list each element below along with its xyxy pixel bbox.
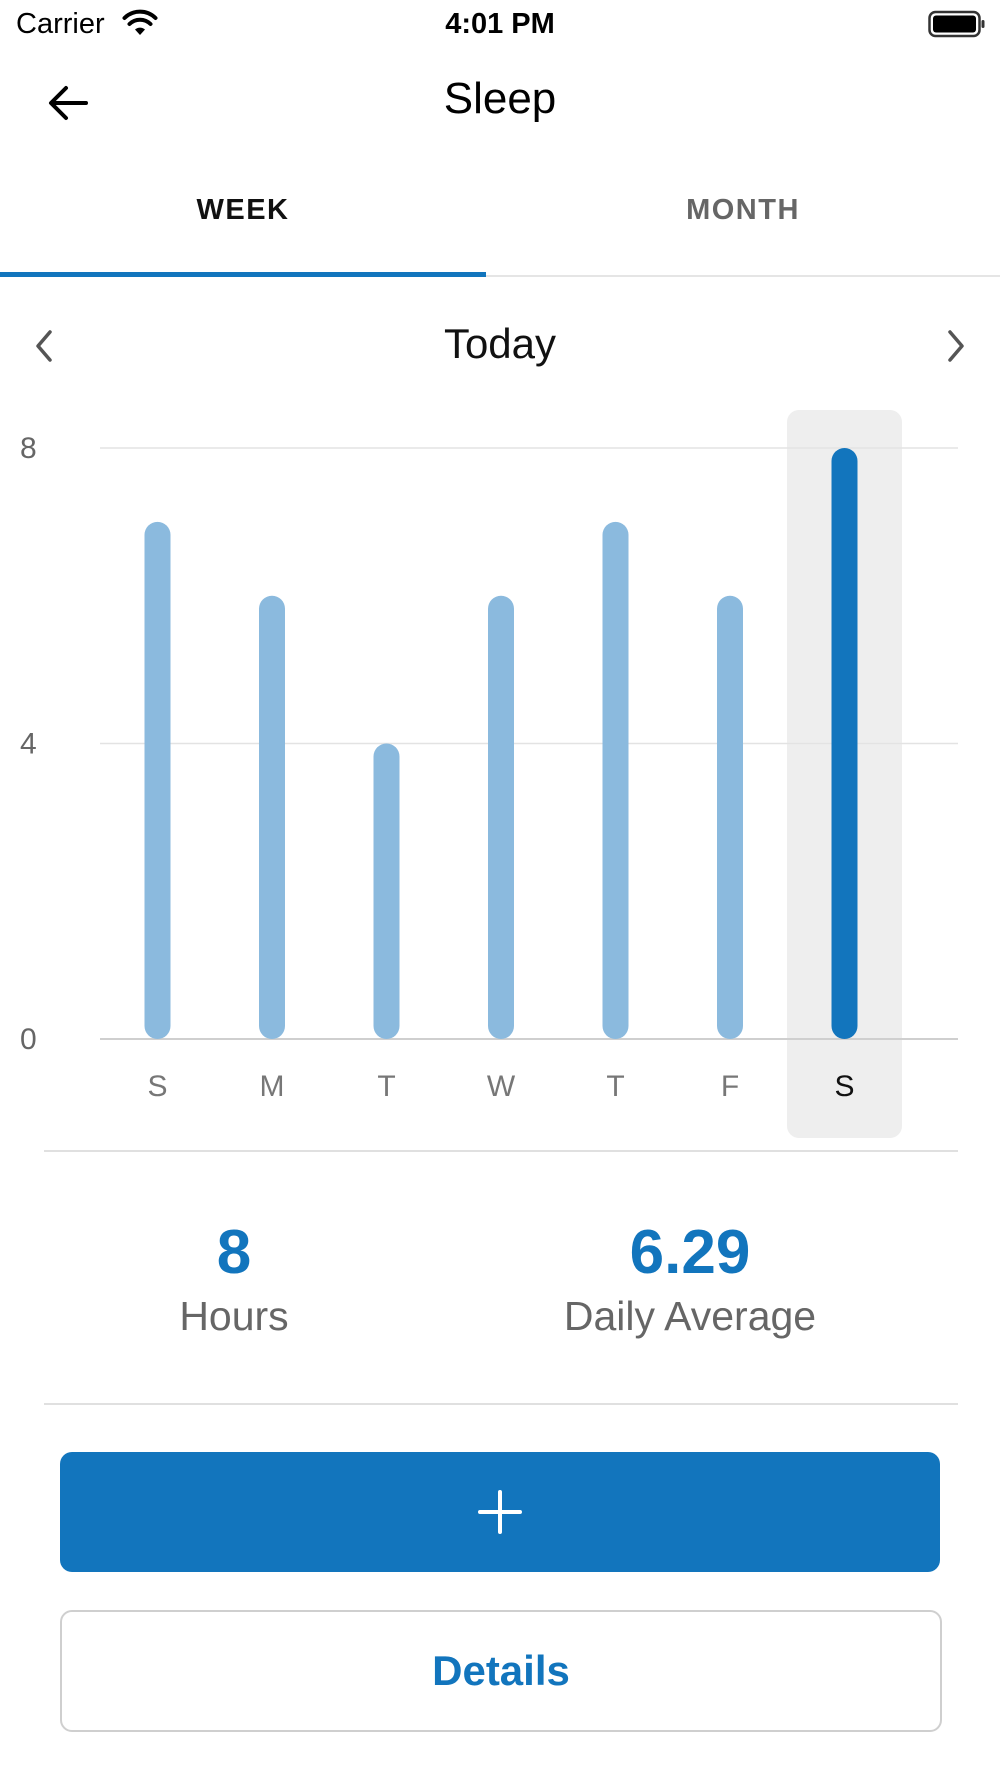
period-label: Today	[443, 320, 557, 367]
y-tick-label: 8	[20, 432, 37, 465]
carrier-label: Carrier	[16, 8, 105, 40]
status-time: 4:01 PM	[445, 8, 555, 40]
sleep-bar-chart: 0 4 8 S M T W T F S	[20, 410, 958, 1138]
bar-0[interactable]	[144, 521, 171, 1039]
x-tick-label: F	[721, 1070, 739, 1103]
tab-month[interactable]: MONTH	[686, 194, 800, 226]
bar-6[interactable]	[831, 448, 858, 1039]
wifi-icon	[122, 9, 158, 35]
hours-value: 8	[216, 1218, 252, 1287]
x-tick-label: S	[147, 1070, 167, 1103]
battery-icon	[928, 10, 985, 38]
chevron-left-icon	[36, 330, 52, 362]
next-period-button[interactable]	[934, 322, 978, 370]
y-tick-label: 4	[20, 728, 37, 761]
bar-4[interactable]	[602, 521, 629, 1039]
x-tick-label: T	[606, 1070, 624, 1103]
plus-icon	[478, 1490, 522, 1534]
bar-2[interactable]	[373, 743, 400, 1040]
hours-label: Hours	[179, 1293, 289, 1339]
add-sleep-button[interactable]	[60, 1452, 940, 1572]
x-tick-label: M	[260, 1070, 285, 1103]
arrow-left-icon	[49, 86, 88, 120]
back-button[interactable]	[40, 78, 96, 128]
x-tick-label: T	[377, 1070, 395, 1103]
bar-1[interactable]	[259, 595, 285, 1039]
details-button[interactable]: Details	[60, 1610, 942, 1732]
divider-top	[44, 1150, 958, 1152]
daily-average-value: 6.29	[629, 1218, 751, 1287]
tab-selected-indicator	[0, 272, 486, 277]
bar-3[interactable]	[488, 595, 514, 1039]
divider-bottom	[44, 1403, 958, 1405]
daily-average-stat: 6.29 Daily Average	[540, 1220, 840, 1346]
y-tick-label: 0	[20, 1023, 37, 1056]
daily-average-label: Daily Average	[563, 1293, 817, 1339]
bar-5[interactable]	[717, 595, 743, 1039]
previous-period-button[interactable]	[22, 322, 66, 370]
x-tick-label: W	[487, 1070, 516, 1103]
period-tabs: WEEK MONTH	[0, 180, 1000, 277]
page-title: Sleep	[443, 74, 557, 123]
tab-week[interactable]: WEEK	[196, 194, 290, 226]
status-bar: Carrier 4:01 PM	[0, 0, 1000, 50]
chevron-right-icon	[948, 330, 964, 362]
x-tick-label: S	[834, 1070, 854, 1103]
hours-stat: 8 Hours	[134, 1220, 334, 1346]
